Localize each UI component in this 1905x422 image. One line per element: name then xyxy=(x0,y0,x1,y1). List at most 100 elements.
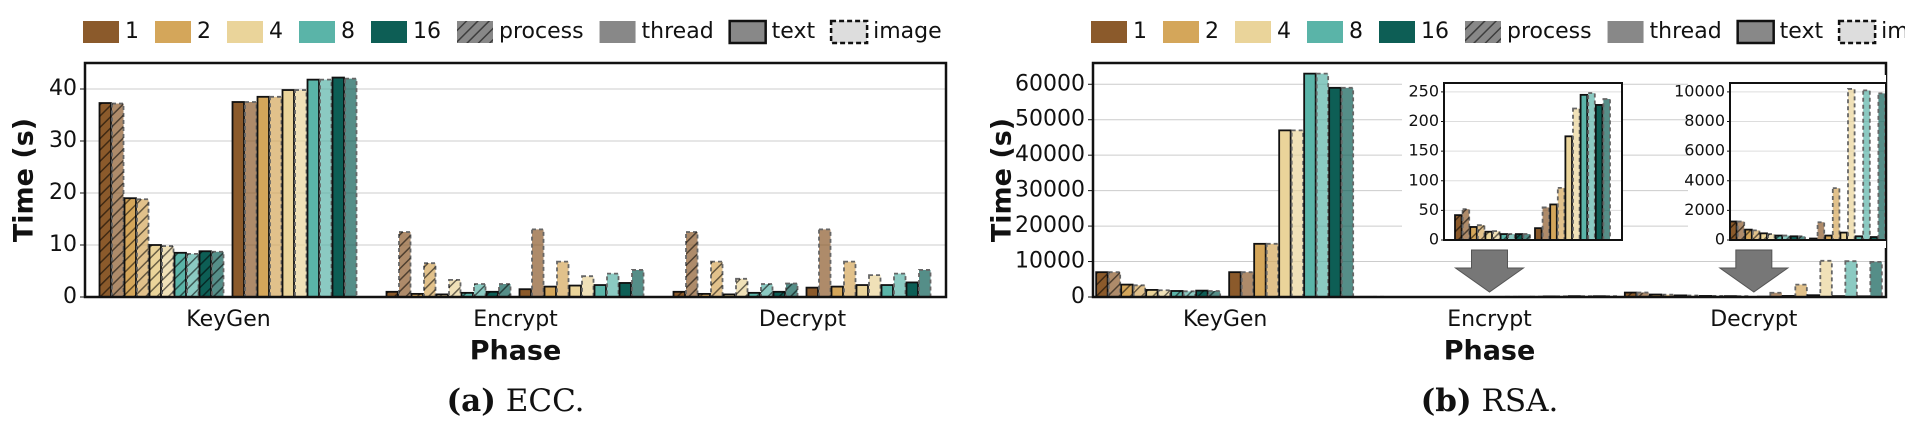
x-axis-label: Phase xyxy=(1444,336,1536,367)
legend-hatch xyxy=(1465,21,1501,43)
legend-hatch xyxy=(457,21,493,43)
inset-y-tick-label: 0 xyxy=(1715,230,1725,249)
bar xyxy=(1794,283,1808,298)
bar-hatch xyxy=(436,294,448,297)
bar-hatch xyxy=(773,291,785,297)
bar xyxy=(1839,231,1848,241)
bar-hatch xyxy=(761,284,773,297)
inset-y-tick-label: 0 xyxy=(1429,230,1439,249)
bar xyxy=(1877,92,1886,241)
chart: 0 10 20 30 40 KeyGen Encrypt Decrypt Phase Time (… xyxy=(9,19,948,419)
y-tick-label: 10000 xyxy=(1015,249,1085,274)
legend-label: thread xyxy=(642,19,714,44)
plot-frame xyxy=(83,61,948,299)
inset-background xyxy=(1688,75,1886,248)
bar-hatch xyxy=(1790,236,1798,240)
inset-y-tick-label: 250 xyxy=(1408,81,1439,100)
bar-hatch xyxy=(711,261,723,297)
bar-hatch xyxy=(723,294,735,297)
inset-y-tick-label: 4000 xyxy=(1684,170,1725,189)
bar xyxy=(1541,206,1551,241)
bar xyxy=(1819,259,1833,298)
bar xyxy=(1602,98,1611,241)
bar xyxy=(1228,271,1242,298)
bar-hatch xyxy=(1470,226,1477,240)
legend-label: 16 xyxy=(1421,19,1449,44)
bar xyxy=(805,286,819,298)
bar-hatch xyxy=(461,292,473,297)
legend-swatch xyxy=(1307,21,1343,43)
legend-swatch xyxy=(1235,21,1271,43)
bar-hatch xyxy=(1485,231,1492,240)
inset-frame xyxy=(1729,82,1887,241)
legend-swatch xyxy=(227,21,263,43)
legend-label: 8 xyxy=(1349,19,1363,44)
y-tick-label: 20 xyxy=(49,180,77,205)
bar-hatch xyxy=(1798,236,1805,240)
bar xyxy=(855,284,869,298)
bar xyxy=(1572,107,1581,241)
bar xyxy=(843,260,857,298)
y-tick-label: 30000 xyxy=(1015,178,1085,203)
bar-hatch xyxy=(137,199,149,297)
bar-hatch xyxy=(1752,230,1760,240)
bar xyxy=(1816,221,1826,241)
inset: 0 50 100 150 200 250 xyxy=(1402,75,1623,293)
bar-hatch xyxy=(1183,291,1196,297)
bar xyxy=(1594,104,1604,241)
bar xyxy=(281,89,295,298)
bar xyxy=(306,78,320,298)
bar-hatch xyxy=(499,284,511,297)
x-tick-label: Decrypt xyxy=(1710,307,1798,332)
bar xyxy=(606,272,620,298)
legend-label: process xyxy=(1507,19,1592,44)
bar-hatch xyxy=(1730,221,1737,240)
bar xyxy=(1847,88,1856,241)
bar xyxy=(244,101,258,298)
caption-label: (a) xyxy=(446,383,495,419)
inset-y-tick-label: 100 xyxy=(1408,170,1439,189)
bar xyxy=(918,269,932,298)
bar xyxy=(1869,260,1883,298)
inset-y-tick-label: 6000 xyxy=(1684,141,1725,160)
legend-swatch xyxy=(1163,21,1199,43)
bar-hatch xyxy=(1768,234,1775,240)
legend-swatch xyxy=(299,21,335,43)
bar xyxy=(830,285,844,298)
legend-label: 4 xyxy=(269,19,283,44)
bar xyxy=(331,76,345,298)
legend-label: thread xyxy=(1650,19,1722,44)
bar-hatch xyxy=(1133,285,1146,297)
bar-hatch xyxy=(112,103,124,297)
inset-y-tick-label: 8000 xyxy=(1684,111,1725,130)
bar-hatch xyxy=(1171,290,1183,297)
bar xyxy=(1556,186,1566,241)
bar-hatch xyxy=(1462,209,1470,240)
legend-swatch xyxy=(1091,21,1127,43)
legend-label: text xyxy=(1780,19,1824,44)
bar-hatch xyxy=(1745,229,1752,240)
bar xyxy=(868,274,882,298)
bar-hatch xyxy=(1121,284,1133,297)
caption-text: ECC. xyxy=(506,383,585,419)
bar xyxy=(556,260,570,298)
inset-y-tick-label: 200 xyxy=(1408,111,1439,130)
bar-hatch xyxy=(1783,235,1790,240)
legend-swatch xyxy=(599,21,636,43)
bar xyxy=(1240,271,1255,298)
bar-hatch xyxy=(424,263,436,297)
bar xyxy=(818,228,832,298)
bar xyxy=(568,284,582,298)
y-tick-label: 0 xyxy=(63,284,77,309)
inset-frame xyxy=(1443,82,1623,241)
bar-hatch xyxy=(1493,231,1500,240)
x-tick-label: Decrypt xyxy=(759,307,847,332)
bar xyxy=(631,269,645,298)
bar xyxy=(905,281,919,298)
legend-swatch xyxy=(829,19,869,45)
x-tick-label: Encrypt xyxy=(473,307,558,332)
bar-hatch xyxy=(486,291,498,297)
bar xyxy=(1844,260,1858,298)
bar xyxy=(531,228,545,298)
